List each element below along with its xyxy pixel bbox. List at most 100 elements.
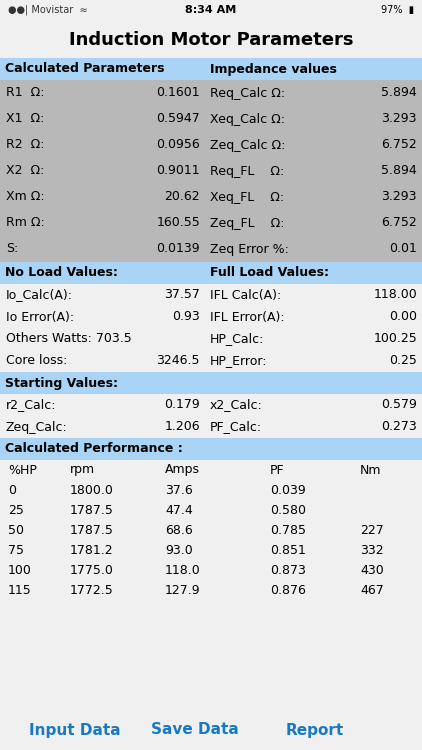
Bar — [205, 80, 422, 262]
Text: X2  Ω:: X2 Ω: — [6, 164, 44, 178]
Text: IFL Error(A):: IFL Error(A): — [210, 310, 284, 323]
Text: 0.039: 0.039 — [270, 484, 306, 496]
Bar — [0, 58, 205, 80]
Text: %HP: %HP — [8, 464, 37, 476]
Text: Others Watts: 703.5: Others Watts: 703.5 — [6, 332, 132, 346]
Text: Xm Ω:: Xm Ω: — [6, 190, 45, 203]
Text: 1787.5: 1787.5 — [70, 524, 114, 536]
Text: PF_Calc:: PF_Calc: — [210, 421, 262, 434]
Text: Zeq_Calc Ω:: Zeq_Calc Ω: — [210, 139, 285, 152]
Text: Zeq_FL    Ω:: Zeq_FL Ω: — [210, 217, 284, 229]
Text: Calculated Parameters: Calculated Parameters — [5, 62, 165, 76]
Text: Req_FL    Ω:: Req_FL Ω: — [210, 164, 284, 178]
Text: 118.00: 118.00 — [373, 289, 417, 302]
Text: Full Load Values:: Full Load Values: — [210, 266, 329, 280]
Bar — [0, 438, 422, 460]
Text: Core loss:: Core loss: — [6, 355, 68, 368]
Bar — [205, 58, 422, 80]
Bar — [0, 372, 422, 394]
Text: 3.293: 3.293 — [381, 190, 417, 203]
Text: 160.55: 160.55 — [156, 217, 200, 229]
Text: 227: 227 — [360, 524, 384, 536]
Text: R2  Ω:: R2 Ω: — [6, 139, 44, 152]
Text: 1800.0: 1800.0 — [70, 484, 114, 496]
Text: 115: 115 — [8, 584, 32, 596]
Text: 0.179: 0.179 — [164, 398, 200, 412]
Text: 25: 25 — [8, 503, 24, 517]
Text: 0: 0 — [8, 484, 16, 496]
Text: 93.0: 93.0 — [165, 544, 193, 556]
Text: Rm Ω:: Rm Ω: — [6, 217, 45, 229]
Text: ●●| Movistar  ≈: ●●| Movistar ≈ — [8, 4, 88, 15]
Text: Io_Calc(A):: Io_Calc(A): — [6, 289, 73, 302]
Text: 0.1601: 0.1601 — [157, 86, 200, 100]
Text: 332: 332 — [360, 544, 384, 556]
Text: x2_Calc:: x2_Calc: — [210, 398, 263, 412]
Text: Amps: Amps — [165, 464, 200, 476]
Text: 1775.0: 1775.0 — [70, 563, 114, 577]
Text: 0.01: 0.01 — [389, 242, 417, 256]
Text: rpm: rpm — [70, 464, 95, 476]
Text: 20.62: 20.62 — [165, 190, 200, 203]
Text: Nm: Nm — [360, 464, 381, 476]
Text: 6.752: 6.752 — [381, 139, 417, 152]
Text: r2_Calc:: r2_Calc: — [6, 398, 57, 412]
Text: S:: S: — [6, 242, 18, 256]
Text: Req_Calc Ω:: Req_Calc Ω: — [210, 86, 285, 100]
Bar — [0, 0, 422, 20]
Text: 1787.5: 1787.5 — [70, 503, 114, 517]
Text: 0.9011: 0.9011 — [157, 164, 200, 178]
Text: 8:34 AM: 8:34 AM — [185, 5, 237, 15]
Text: 3246.5: 3246.5 — [157, 355, 200, 368]
Text: 467: 467 — [360, 584, 384, 596]
Text: 5.894: 5.894 — [381, 164, 417, 178]
Text: 0.873: 0.873 — [270, 563, 306, 577]
Text: 0.25: 0.25 — [389, 355, 417, 368]
Text: Impedance values: Impedance values — [210, 62, 337, 76]
Text: Input Data: Input Data — [29, 722, 121, 737]
Text: 75: 75 — [8, 544, 24, 556]
Text: 0.876: 0.876 — [270, 584, 306, 596]
Text: IFL Calc(A):: IFL Calc(A): — [210, 289, 281, 302]
Text: 0.0956: 0.0956 — [156, 139, 200, 152]
Text: Report: Report — [286, 722, 344, 737]
Text: X1  Ω:: X1 Ω: — [6, 112, 44, 125]
Text: 0.00: 0.00 — [389, 310, 417, 323]
Bar — [0, 80, 205, 262]
Text: 127.9: 127.9 — [165, 584, 200, 596]
Text: Starting Values:: Starting Values: — [5, 376, 118, 389]
Text: Zeq_Calc:: Zeq_Calc: — [6, 421, 68, 434]
Text: Induction Motor Parameters: Induction Motor Parameters — [69, 31, 353, 49]
Text: 118.0: 118.0 — [165, 563, 201, 577]
Text: Save Data: Save Data — [151, 722, 239, 737]
Text: 0.785: 0.785 — [270, 524, 306, 536]
Text: Calculated Performance :: Calculated Performance : — [5, 442, 183, 455]
Text: 37.57: 37.57 — [164, 289, 200, 302]
Text: 0.93: 0.93 — [172, 310, 200, 323]
Text: 0.273: 0.273 — [381, 421, 417, 434]
Bar — [0, 20, 422, 58]
Text: R1  Ω:: R1 Ω: — [6, 86, 44, 100]
Text: 100: 100 — [8, 563, 32, 577]
Text: 0.579: 0.579 — [381, 398, 417, 412]
Text: 3.293: 3.293 — [381, 112, 417, 125]
Text: HP_Error:: HP_Error: — [210, 355, 268, 368]
Text: 37.6: 37.6 — [165, 484, 193, 496]
Text: 6.752: 6.752 — [381, 217, 417, 229]
Text: Xeq_FL    Ω:: Xeq_FL Ω: — [210, 190, 284, 203]
Text: 97%  ▮: 97% ▮ — [381, 5, 414, 15]
Text: 68.6: 68.6 — [165, 524, 193, 536]
Text: 0.851: 0.851 — [270, 544, 306, 556]
Text: 0.0139: 0.0139 — [157, 242, 200, 256]
Text: Xeq_Calc Ω:: Xeq_Calc Ω: — [210, 112, 285, 125]
Text: 50: 50 — [8, 524, 24, 536]
Bar — [0, 262, 422, 284]
Text: Zeq Error %:: Zeq Error %: — [210, 242, 289, 256]
Text: 0.5947: 0.5947 — [156, 112, 200, 125]
Text: HP_Calc:: HP_Calc: — [210, 332, 264, 346]
Text: PF: PF — [270, 464, 284, 476]
Text: 0.580: 0.580 — [270, 503, 306, 517]
Text: 1.206: 1.206 — [165, 421, 200, 434]
Text: 47.4: 47.4 — [165, 503, 193, 517]
Text: Io Error(A):: Io Error(A): — [6, 310, 74, 323]
